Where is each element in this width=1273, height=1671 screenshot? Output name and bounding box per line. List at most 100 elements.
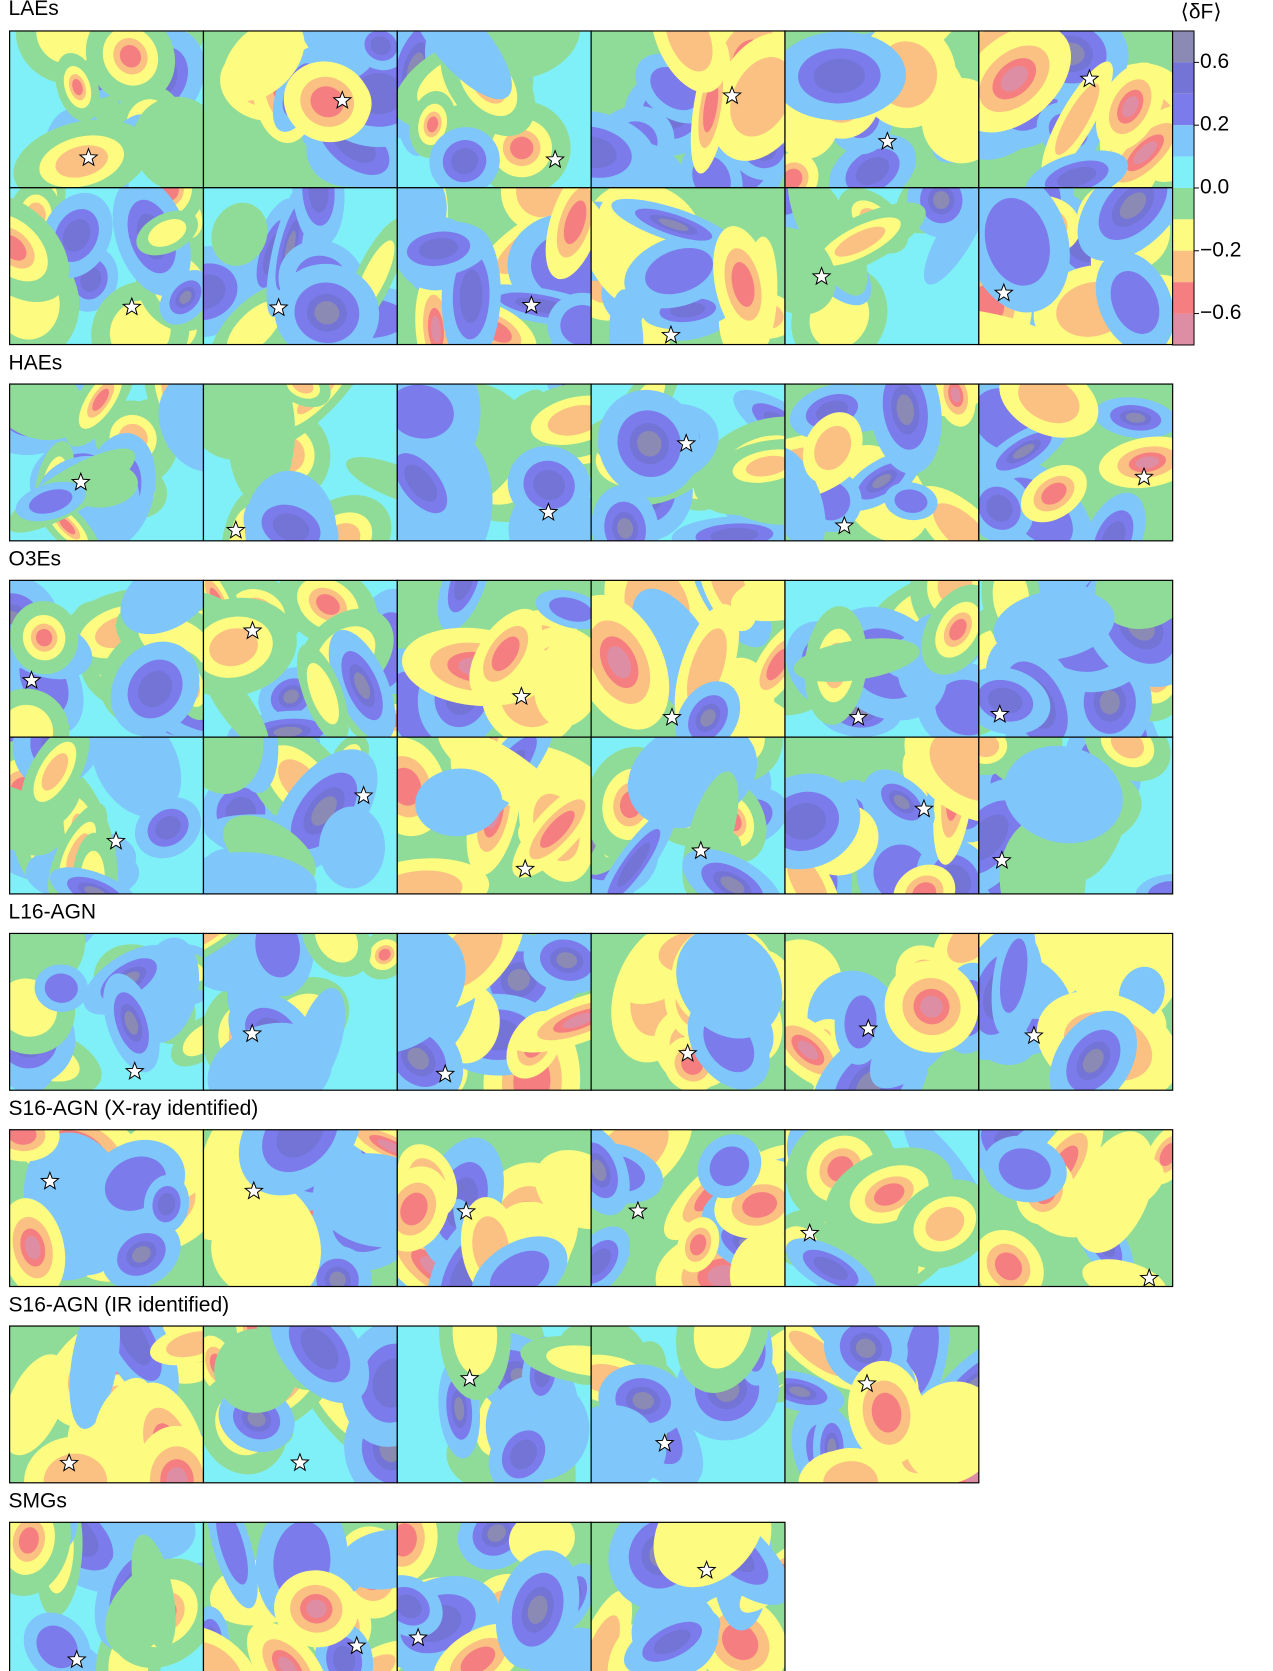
star-marker (521, 294, 542, 314)
star-marker (66, 1649, 87, 1669)
contour-region (951, 387, 961, 403)
contour-region (72, 79, 83, 96)
contour-region (454, 1397, 465, 1421)
contour-region (314, 933, 359, 963)
contour-region (25, 1235, 41, 1260)
contour-region (1082, 1259, 1167, 1287)
colorbar-band (1172, 313, 1195, 345)
contour-region (689, 1234, 707, 1256)
contour-region (1159, 1142, 1173, 1167)
star-marker (877, 131, 898, 151)
contour-region (491, 636, 520, 672)
contour-region (912, 882, 937, 894)
contour-region (148, 219, 187, 247)
contour-region (784, 227, 836, 315)
contour-region (211, 202, 268, 266)
contour-region (203, 1641, 243, 1671)
contour-panel (784, 384, 979, 541)
contour-panel (203, 737, 398, 894)
contour-region (1119, 192, 1147, 219)
contour-region (533, 469, 566, 501)
contour-region (813, 58, 865, 93)
contour-region (896, 394, 915, 426)
colorbar-tick-label: 0.6 (1200, 50, 1229, 73)
contour-region (334, 1654, 396, 1671)
contour-region (965, 1470, 979, 1483)
contour-panel (9, 384, 204, 541)
contour-panel (203, 30, 398, 188)
star-marker (627, 1200, 648, 1220)
contour-region (157, 1192, 176, 1216)
contour-region (329, 1271, 346, 1287)
contour-region (276, 1129, 324, 1158)
contour-region (730, 57, 785, 137)
contour-panel (203, 933, 398, 1091)
group-title: S16-AGN (IR identified) (9, 1293, 230, 1316)
contour-region (207, 1022, 333, 1091)
contour-panel (978, 737, 1173, 894)
contour-panel (9, 933, 204, 1091)
contour-panel (978, 187, 1173, 345)
contour-region (9, 234, 27, 261)
contour-region (933, 191, 950, 209)
group-title: SMGs (9, 1490, 67, 1513)
contour-region (397, 870, 463, 894)
contour-region (354, 672, 371, 699)
star-marker (677, 1043, 698, 1063)
contour-region (460, 1646, 496, 1671)
contour-region (397, 1594, 422, 1619)
contour-region (69, 1326, 121, 1429)
contour-region (203, 863, 251, 894)
contour-region (415, 768, 503, 837)
contour-region (527, 1595, 548, 1624)
panel-frame (978, 736, 1174, 895)
star-marker (811, 266, 832, 286)
contour-region (209, 628, 258, 667)
contour-region (855, 1338, 876, 1358)
contour-panel (203, 1326, 398, 1483)
contour-region (318, 806, 386, 889)
star-marker (515, 858, 536, 878)
contour-region (84, 886, 106, 894)
contour-panel (9, 1326, 204, 1483)
contour-region (813, 1256, 848, 1280)
contour-panel (203, 187, 398, 345)
contour-region (215, 1522, 248, 1585)
contour-region (418, 238, 459, 260)
contour-region (273, 726, 303, 737)
star-marker (408, 1627, 429, 1647)
contour-region (617, 518, 634, 539)
colorbar-frame (1172, 30, 1195, 346)
contour-region (844, 995, 877, 1049)
contour-region (427, 116, 439, 133)
contour-panel (9, 30, 204, 188)
colorbar-band (1172, 250, 1195, 283)
contour-region (1000, 938, 1028, 1013)
star-marker (993, 282, 1014, 302)
contour-panel (784, 933, 979, 1091)
contour-region (132, 96, 204, 188)
contour-panel (397, 1129, 592, 1287)
contour-region (632, 1392, 654, 1410)
contour-region (591, 1159, 607, 1182)
star-marker (346, 1635, 367, 1655)
star-marker (242, 1023, 263, 1043)
contour-region (920, 995, 943, 1018)
contour-region (665, 30, 713, 72)
contour-region (1082, 1048, 1104, 1073)
contour-region (308, 187, 329, 213)
star-marker (435, 1063, 456, 1083)
contour-region (855, 157, 890, 186)
contour-region (703, 80, 719, 133)
contour-region (700, 709, 716, 727)
group-title: L16-AGN (9, 901, 97, 924)
contour-region (310, 86, 344, 118)
contour-region (533, 635, 592, 727)
contour-region (1125, 412, 1146, 423)
star-marker (511, 686, 532, 706)
contour-region (653, 1629, 691, 1655)
contour-region (203, 933, 229, 952)
contour-region (947, 933, 979, 963)
contour-region (372, 1358, 398, 1408)
contour-region (546, 1345, 592, 1377)
